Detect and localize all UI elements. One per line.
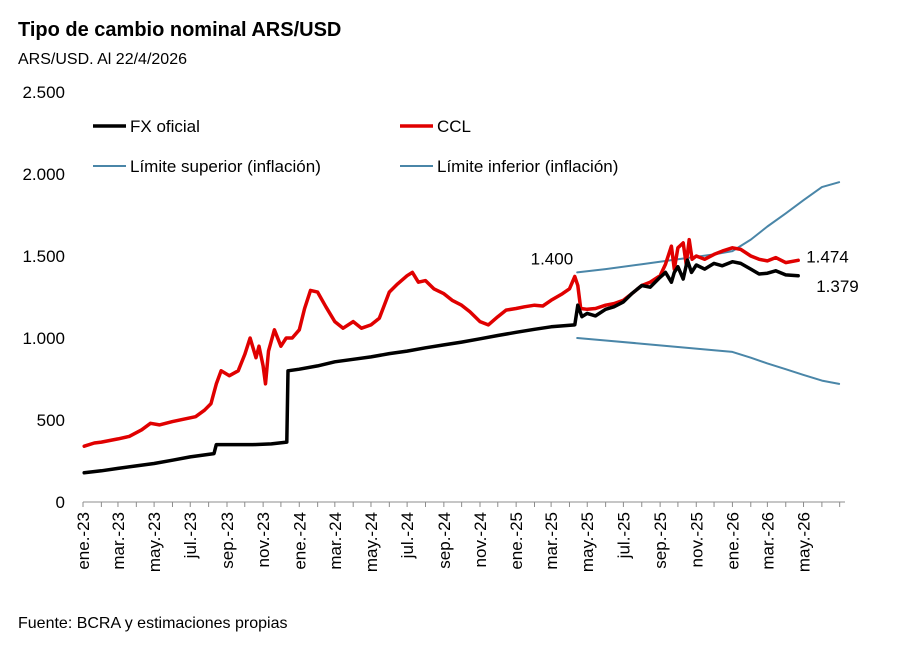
legend-label: Límite inferior (inflación) — [437, 157, 618, 176]
x-tick-label: nov.-23 — [254, 512, 273, 567]
x-tick-label: may.-24 — [362, 512, 381, 572]
data-label: 1.474 — [806, 247, 849, 266]
legend-label: FX oficial — [130, 117, 200, 136]
series-layer — [82, 181, 841, 475]
x-tick-label: sep.-24 — [435, 512, 454, 569]
y-tick-label: 1.500 — [22, 247, 65, 266]
x-tick-label: sep.-25 — [651, 512, 670, 569]
x-axis: ene.-23 mar.-23 may.-23 jul.-23 sep.-23 nov.-… — [74, 501, 845, 572]
legend: FX oficial CCL Límite superior (inflación)… — [93, 117, 618, 176]
x-tick-label: jul.-25 — [614, 512, 633, 559]
y-tick-label: 2.000 — [22, 165, 65, 184]
x-tick-label: may.-26 — [795, 512, 814, 572]
series-line-0 — [82, 258, 800, 475]
x-tick-label: may.-23 — [145, 512, 164, 572]
legend-label: CCL — [437, 117, 471, 136]
x-tick-label: ene.-24 — [290, 512, 309, 570]
y-tick-label: 0 — [56, 493, 65, 512]
x-tick-label: jul.-24 — [398, 512, 417, 559]
source-note: Fuente: BCRA y estimaciones propias — [18, 615, 287, 632]
x-tick-label: ene.-23 — [74, 512, 93, 570]
data-label: 1.400 — [531, 249, 574, 268]
x-tick-label: nov.-24 — [471, 512, 490, 567]
y-tick-label: 500 — [37, 411, 65, 430]
data-label: 1.379 — [816, 277, 859, 296]
y-tick-label: 1.000 — [22, 329, 65, 348]
chart-subtitle: ARS/USD. Al 22/4/2026 — [18, 51, 187, 68]
x-tick-label: mar.-25 — [542, 512, 561, 570]
x-tick-label: may.-25 — [578, 512, 597, 572]
x-tick-label: jul.-23 — [181, 512, 200, 559]
x-tick-label: sep.-23 — [218, 512, 237, 569]
x-tick-label: mar.-24 — [326, 512, 345, 570]
x-tick-label: ene.-25 — [507, 512, 526, 570]
series-line-1 — [82, 237, 800, 448]
series-line-3 — [576, 337, 841, 385]
series-line-2 — [576, 181, 841, 274]
y-tick-label: 2.500 — [22, 83, 65, 102]
y-axis: 0 500 1.000 1.500 2.000 2.500 — [22, 83, 65, 512]
x-tick-label: nov.-25 — [687, 512, 706, 567]
x-tick-label: ene.-26 — [723, 512, 742, 570]
annotation-layer: 1.400 1.474 1.379 — [531, 247, 859, 296]
x-tick-label: mar.-26 — [758, 512, 777, 570]
chart-title: Tipo de cambio nominal ARS/USD — [18, 19, 341, 41]
legend-label: Límite superior (inflación) — [130, 157, 321, 176]
x-tick-label: mar.-23 — [109, 512, 128, 570]
